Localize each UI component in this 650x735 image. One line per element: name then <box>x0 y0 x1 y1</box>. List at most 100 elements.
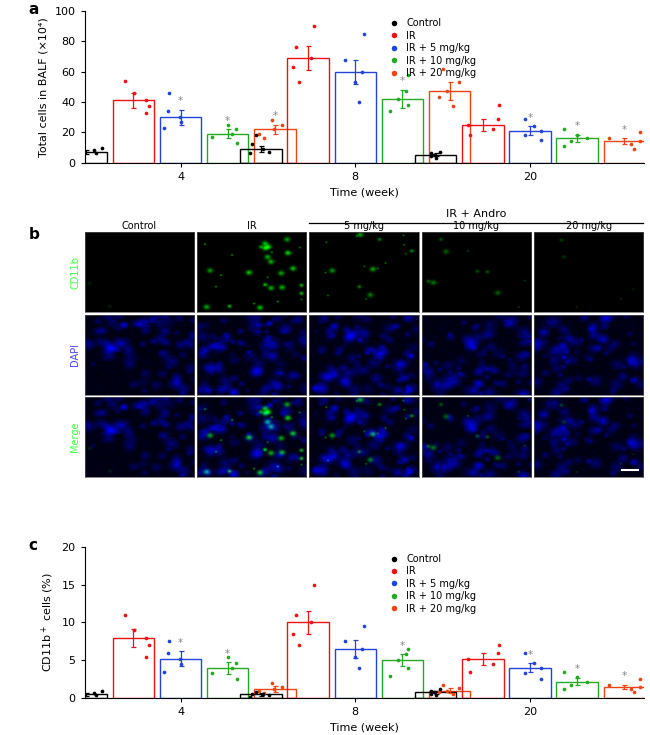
Bar <box>160 659 202 698</box>
Point <box>176 659 186 670</box>
Point <box>566 135 576 147</box>
Point <box>430 689 441 701</box>
Point <box>448 689 458 700</box>
Point <box>465 129 475 141</box>
Bar <box>556 681 598 698</box>
Point <box>493 112 503 124</box>
Point <box>90 148 101 159</box>
Point <box>453 76 463 88</box>
Point <box>536 673 547 685</box>
Legend: Control, IR, IR + 5 mg/kg, IR + 10 mg/kg, IR + 20 mg/kg: Control, IR, IR + 5 mg/kg, IR + 10 mg/kg… <box>380 15 480 82</box>
Point <box>426 688 436 700</box>
Point <box>294 76 304 88</box>
Point <box>227 662 237 674</box>
Y-axis label: Merge: Merge <box>70 422 81 453</box>
Point <box>519 667 530 679</box>
Bar <box>556 138 598 162</box>
Point <box>268 684 279 695</box>
Point <box>465 666 475 678</box>
Bar <box>112 101 154 162</box>
Text: *: * <box>621 125 627 135</box>
Point <box>357 643 367 655</box>
Title: 20 mg/kg: 20 mg/kg <box>566 221 612 232</box>
Point <box>254 685 264 697</box>
Point <box>227 128 237 140</box>
Point <box>306 617 316 628</box>
Point <box>430 152 441 164</box>
Point <box>164 87 174 98</box>
Point <box>140 107 151 118</box>
Point <box>88 144 99 156</box>
Point <box>625 138 636 150</box>
Y-axis label: CD11b$^+$ cells (%): CD11b$^+$ cells (%) <box>40 573 56 673</box>
Point <box>164 636 174 648</box>
Point <box>604 678 614 690</box>
Point <box>140 632 151 644</box>
Point <box>309 578 320 590</box>
Text: *: * <box>178 638 183 648</box>
Point <box>426 685 436 697</box>
Point <box>463 653 474 664</box>
Point <box>254 128 264 140</box>
Title: IR: IR <box>246 221 256 232</box>
Text: *: * <box>225 116 230 126</box>
Point <box>258 143 268 155</box>
Point <box>393 654 404 666</box>
Point <box>231 673 242 685</box>
Point <box>207 667 217 679</box>
Bar <box>66 152 107 162</box>
Point <box>340 54 350 65</box>
Point <box>97 686 107 698</box>
Bar <box>240 149 281 162</box>
Point <box>140 650 151 662</box>
Point <box>231 137 242 148</box>
Point <box>488 123 498 135</box>
Text: IR + Andro: IR + Andro <box>447 209 506 219</box>
Point <box>264 146 274 158</box>
Point <box>559 666 569 678</box>
Text: *: * <box>400 641 405 651</box>
Bar <box>287 58 329 162</box>
Point <box>558 140 569 151</box>
Y-axis label: CD11b: CD11b <box>70 256 81 289</box>
Text: a: a <box>29 2 39 17</box>
Point <box>277 681 287 693</box>
Point <box>287 61 298 73</box>
Bar <box>335 71 376 162</box>
Bar <box>254 129 296 162</box>
Point <box>258 689 268 700</box>
Point <box>120 75 130 87</box>
X-axis label: Time (week): Time (week) <box>330 187 398 197</box>
Point <box>287 628 298 639</box>
Point <box>357 65 367 77</box>
Bar <box>462 125 504 162</box>
Point <box>434 91 444 103</box>
Bar <box>240 695 281 698</box>
Point <box>176 653 186 664</box>
Bar <box>604 687 645 698</box>
Point <box>435 146 445 158</box>
Point <box>176 111 186 123</box>
Point <box>359 620 370 632</box>
Title: 5 mg/kg: 5 mg/kg <box>344 221 384 232</box>
Point <box>264 689 274 701</box>
Point <box>140 95 151 107</box>
Point <box>79 689 90 700</box>
Point <box>250 129 261 141</box>
Bar <box>207 668 248 698</box>
Point <box>401 648 411 660</box>
Point <box>97 143 107 154</box>
Point <box>634 681 645 693</box>
Point <box>79 146 90 157</box>
Text: *: * <box>225 648 230 659</box>
Bar <box>429 691 471 698</box>
Bar <box>509 131 551 162</box>
Point <box>536 125 546 137</box>
Text: *: * <box>575 121 580 131</box>
Legend: Control, IR, IR + 5 mg/kg, IR + 10 mg/kg, IR + 20 mg/kg: Control, IR, IR + 5 mg/kg, IR + 10 mg/kg… <box>380 550 480 617</box>
Point <box>403 69 413 81</box>
Bar <box>462 659 504 698</box>
Point <box>635 673 645 685</box>
Point <box>90 689 101 701</box>
Point <box>309 21 320 32</box>
